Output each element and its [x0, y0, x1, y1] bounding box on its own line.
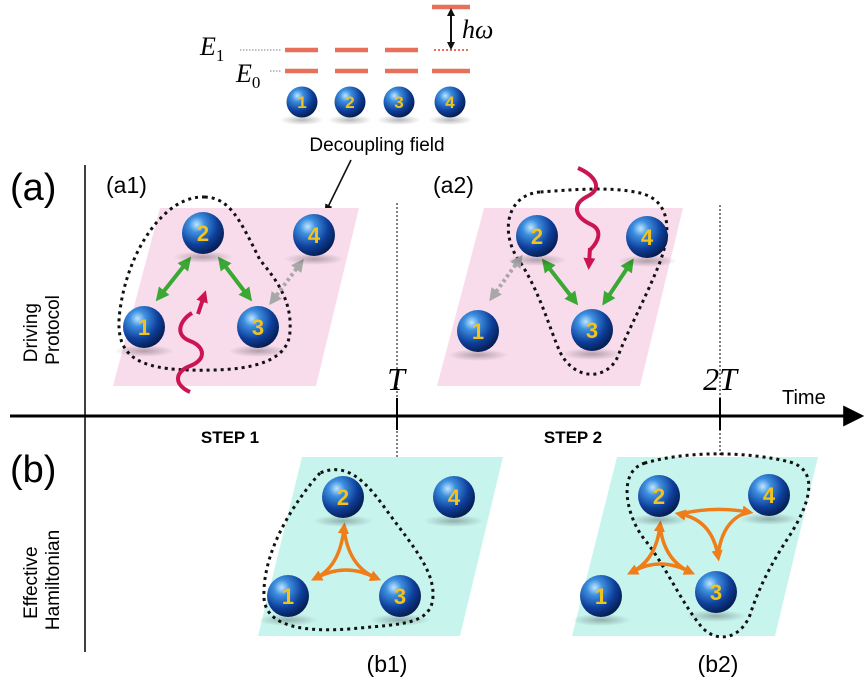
qubit-number: 4: [641, 225, 654, 250]
effective-three-body-arrows: [310, 522, 382, 581]
decoupling-pointer-arrow: [324, 159, 352, 214]
t1-label: T: [387, 361, 407, 397]
qubit-number: 1: [297, 93, 306, 112]
panel-b-label: (b): [10, 449, 56, 491]
qubit-sphere: 1: [448, 310, 508, 361]
qubit-sphere: 3: [562, 309, 622, 360]
qubit-sphere: 4: [424, 476, 484, 527]
qubit-sphere: 1: [571, 575, 631, 626]
qubit-number: 4: [308, 223, 321, 248]
drive-field-arrowhead: [196, 290, 208, 315]
qubit-number: 4: [445, 93, 455, 112]
a2-label: (a2): [433, 172, 474, 198]
qubit-sphere: 3: [228, 306, 288, 357]
panel-b2: 2 4 1 3 (b2): [571, 452, 818, 677]
time-axis-label: Time: [782, 387, 826, 409]
qubit-number: 1: [138, 315, 150, 340]
drive-field-wavy: [575, 166, 601, 252]
qubit-sphere: 2: [507, 215, 567, 266]
e0-label: E0: [235, 59, 260, 92]
qubit-number: 2: [653, 484, 665, 509]
t2-label: 2T: [703, 361, 739, 397]
qubit-number: 4: [763, 483, 776, 508]
energy-level-diagram: E1 E0 hω: [199, 4, 493, 92]
quantum-label: hω: [462, 15, 493, 44]
effective-hamiltonian-label: Effective Hamiltonian: [21, 530, 64, 630]
qubit-sphere: 1: [258, 575, 318, 626]
qubit-number: 2: [197, 221, 209, 246]
qubit-number: 2: [337, 485, 349, 510]
coupling-arrow-green: [541, 258, 579, 306]
qubit-sphere: 4: [284, 214, 344, 265]
qubit-sphere: 2: [629, 475, 689, 526]
panel-a-label: (a): [10, 167, 56, 209]
qubit-sphere: 3: [370, 575, 430, 626]
qubit-sphere: 2: [173, 212, 233, 263]
qubit-sphere: 4: [617, 216, 677, 267]
qubit-number: 3: [710, 580, 722, 605]
qubit-sphere: 4: [428, 86, 472, 125]
qubit-sphere: 2: [328, 86, 372, 125]
effective-three-body-arrows-left: [626, 520, 696, 575]
e1-label: E1: [199, 32, 224, 65]
panel-a1: 2 4 1 3 (a1): [106, 172, 359, 394]
qubit-sphere: 2: [313, 476, 373, 527]
coupling-arrow-gray: [489, 254, 523, 302]
b1-label: (b1): [367, 651, 408, 677]
coupling-arrow-gray: [269, 258, 304, 306]
qubit-number: 2: [531, 224, 543, 249]
drive-field-arrowhead: [583, 247, 596, 270]
coupling-boundary-dotted: [117, 195, 292, 372]
qubit-sphere: 4: [739, 474, 799, 525]
qubit-sphere: 1: [114, 306, 174, 357]
driving-protocol-label: Driving Protocol: [21, 295, 64, 365]
decoupling-field-label: Decoupling field: [309, 135, 444, 156]
qubit-sphere: 1: [280, 86, 324, 125]
b2-label: (b2): [698, 651, 739, 677]
qubit-number: 1: [472, 319, 484, 344]
drive-field-wavy: [176, 311, 204, 394]
coupling-arrow-green: [602, 258, 634, 306]
panel-a2: 2 4 1 3 (a2): [433, 166, 683, 386]
qubit-number: 3: [252, 315, 264, 340]
coupling-arrow-green: [217, 256, 253, 302]
qubit-number: 3: [394, 584, 406, 609]
qubit-number: 2: [345, 93, 354, 112]
step2-label: STEP 2: [544, 428, 602, 447]
qubit-number: 3: [586, 318, 598, 343]
panel-b1: 2 4 1 3 (b1): [258, 457, 503, 677]
qubit-number: 3: [394, 93, 403, 112]
effective-three-body-arrows-right: [674, 505, 754, 562]
qubit-number: 4: [448, 485, 461, 510]
qubit-sphere: 3: [377, 86, 421, 125]
coupling-boundary-dotted: [625, 452, 811, 639]
step1-label: STEP 1: [201, 428, 259, 447]
qubit-sphere: 3: [686, 571, 746, 622]
qubit-number: 1: [595, 584, 607, 609]
coupling-boundary-dotted: [506, 187, 669, 376]
top-qubit-row: 1 2 3 4: [280, 86, 472, 125]
a1-label: (a1): [106, 172, 147, 198]
qubit-number: 1: [282, 584, 294, 609]
coupling-arrow-green: [155, 256, 192, 302]
